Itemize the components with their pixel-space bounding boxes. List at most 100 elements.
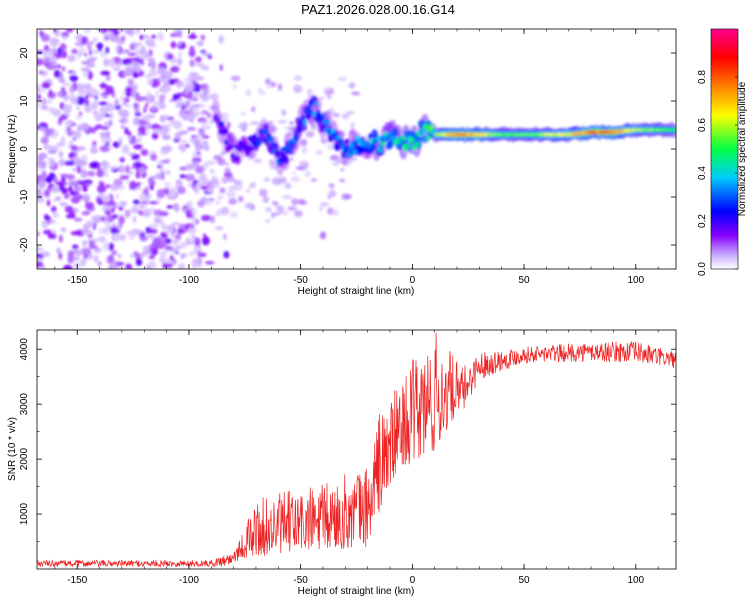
spectrogram-noise-blob	[285, 126, 292, 130]
spectrogram-noise-blob	[201, 179, 211, 187]
spectrogram-noise-blob	[134, 30, 140, 34]
spectrogram-noise-blob	[47, 233, 57, 240]
spectrogram-noise-blob	[300, 138, 308, 147]
spectrogram-noise-blob	[80, 169, 88, 179]
spectrogram-noise-blob	[141, 59, 145, 66]
spectrogram-noise-blob	[129, 43, 135, 51]
spectrogram-ridge-core	[269, 136, 274, 142]
spectrogram-noise-blob	[39, 30, 44, 37]
spectrogram-noise-blob	[180, 253, 185, 260]
spectrogram-ridge-core	[386, 141, 392, 147]
spectrogram-ridge-core	[368, 133, 373, 139]
spectrogram-ridge-core	[247, 135, 253, 142]
spectrogram-noise-blob	[108, 242, 114, 252]
spectrogram-ridge-core	[380, 141, 386, 147]
spectrogram-noise-blob	[108, 254, 115, 264]
spectrogram-noise-blob	[294, 75, 302, 82]
spectrogram-noise-blob	[37, 181, 47, 189]
spectrogram-noise-blob	[43, 56, 51, 64]
spectrogram-noise-blob	[105, 46, 110, 54]
spectrogram-noise-blob	[61, 81, 71, 87]
spectrogram-noise-blob	[284, 182, 292, 189]
spectrogram-noise-blob	[194, 62, 204, 67]
spectrogram-ridge-core	[385, 136, 390, 142]
spectrogram-ridge-core	[413, 134, 418, 140]
spectrogram-noise-blob	[135, 42, 143, 46]
spectrogram-noise-blob	[194, 237, 201, 246]
spectrogram-ridge-core	[271, 141, 276, 147]
spectrogram-noise-blob	[188, 48, 196, 58]
spectrogram-noise-blob	[150, 34, 157, 39]
spectrogram-noise-blob	[108, 119, 113, 127]
spectrogram-noise-blob	[187, 239, 191, 243]
spectrogram-noise-blob	[129, 253, 136, 258]
spectrogram-noise-blob	[246, 188, 251, 193]
spectrogram-noise-blob	[163, 263, 173, 268]
spectrogram-noise-blob	[145, 264, 151, 269]
spectrogram-noise-blob	[112, 204, 119, 209]
spectrogram-noise-blob	[191, 159, 200, 168]
snr-ytick-label: 1000	[19, 502, 30, 525]
spectrogram-noise-blob	[169, 32, 179, 38]
spectrogram-noise-blob	[73, 250, 80, 255]
spectrogram-isolated-blob	[320, 231, 326, 240]
spectrogram-noise-blob	[81, 61, 90, 65]
spectrogram-noise-blob	[176, 85, 181, 89]
snr-axes: -150 -100 -50 0 50 100 1000 2000 3000 4000	[19, 330, 676, 586]
spectrogram-noise-blob	[161, 159, 170, 164]
spectrogram-noise-blob	[186, 126, 197, 131]
spectrogram-noise-blob	[75, 115, 83, 120]
spectrogram-noise-blob	[37, 152, 48, 160]
spectrogram-noise-blob	[244, 202, 254, 209]
spectrogram-noise-blob	[111, 264, 115, 269]
spectrogram-noise-blob	[145, 131, 150, 135]
spectrogram-noise-blob	[100, 50, 107, 58]
spectrogram-noise-blob	[147, 78, 153, 86]
spectrogram-noise-blob	[215, 200, 221, 205]
spectrogram-noise-blob	[37, 88, 41, 93]
spectrogram-noise-blob	[191, 208, 197, 216]
spectrogram-noise-blob	[37, 258, 44, 262]
spectrogram-noise-blob	[48, 219, 56, 224]
spectrogram-noise-blob	[68, 210, 76, 219]
spectrogram-noise-blob	[188, 251, 197, 256]
spectrogram-noise-blob	[37, 84, 42, 90]
spectrogram-noise-blob	[266, 83, 271, 90]
spectrogram-noise-blob	[202, 140, 209, 146]
spectrogram-noise-blob	[226, 121, 231, 129]
spectrogram-noise-blob	[194, 107, 199, 114]
spectrogram-noise-blob	[45, 128, 54, 135]
spectrogram-noise-blob	[103, 58, 109, 67]
spectrogram-noise-blob	[48, 62, 58, 67]
spectrogram-noise-blob	[100, 125, 109, 130]
spectrogram-noise-blob	[82, 181, 86, 190]
spectrogram-noise-blob	[156, 190, 164, 199]
spectrogram-noise-blob	[131, 83, 139, 92]
snr-panel: -150 -100 -50 0 50 100 1000 2000 3000 4000 Height…	[7, 329, 677, 597]
spectrogram-noise-blob	[72, 137, 77, 141]
spectrogram-noise-blob	[179, 185, 185, 194]
spectrogram-noise-blob	[37, 188, 42, 195]
spectrogram-noise-blob	[306, 88, 313, 96]
spectrogram-noise-blob	[70, 145, 78, 151]
spectrogram-noise-blob	[125, 263, 133, 269]
spectrogram-noise-blob	[85, 220, 94, 228]
spectrogram-noise-blob	[48, 89, 53, 97]
spectrogram-noise-blob	[126, 104, 132, 108]
spectrogram-noise-blob	[298, 201, 308, 205]
spectrogram-noise-blob	[196, 151, 201, 156]
spectrogram-noise-blob	[218, 35, 224, 44]
spectrogram-noise-blob	[113, 233, 122, 239]
spectrogram-noise-blob	[72, 244, 79, 250]
spectrogram-noise-blob	[199, 131, 206, 138]
spectrogram-noise-blob	[99, 132, 109, 137]
spectrogram-noise-blob	[142, 208, 152, 217]
spectrogram-noise-blob	[155, 89, 159, 98]
spectrogram-noise-blob	[151, 123, 161, 130]
spectrogram-noise-blob	[48, 48, 56, 54]
spectrogram-noise-blob	[167, 53, 174, 60]
spectrogram-noise-blob	[337, 77, 347, 82]
spectrogram-noise-blob	[195, 143, 203, 151]
spectrogram-noise-blob	[61, 66, 66, 72]
